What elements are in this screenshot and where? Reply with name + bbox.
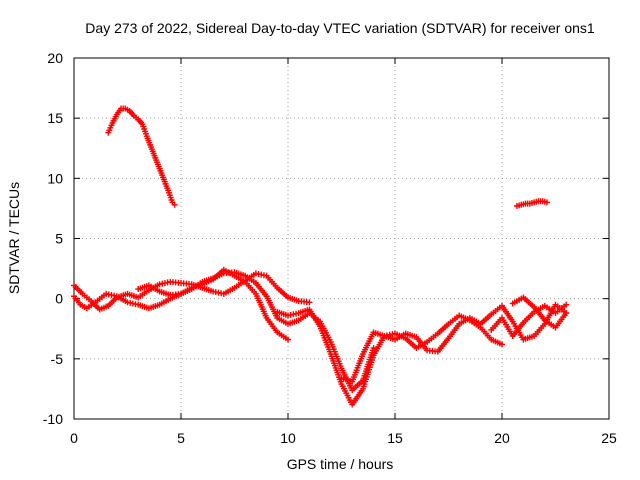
- data-point: [563, 301, 570, 308]
- y-tick-label: 15: [47, 110, 63, 126]
- y-tick-label: 20: [47, 50, 63, 66]
- x-tick-label: 20: [494, 430, 510, 446]
- y-tick-label: 10: [47, 170, 63, 186]
- series-arc-8: [488, 301, 570, 339]
- series-arc-9: [509, 294, 570, 331]
- series-arc-4: [71, 270, 313, 313]
- data-point: [285, 336, 291, 343]
- x-tick-label: 0: [70, 430, 78, 446]
- y-tick-label: 5: [55, 231, 63, 247]
- axes: 0 5 10 15 20 25 -10 -5 0 5 10 15 20: [43, 50, 617, 446]
- series-arc-6: [274, 306, 505, 408]
- series-arc-1: [105, 105, 178, 208]
- x-tick-label: 10: [280, 430, 296, 446]
- grid: [74, 58, 609, 419]
- y-axis-label: SDTVAR / TECUs: [6, 182, 22, 294]
- y-tick-label: -10: [43, 411, 63, 427]
- data-point: [306, 299, 313, 306]
- x-tick-label: 5: [177, 430, 185, 446]
- x-axis-label: GPS time / hours: [287, 456, 394, 472]
- y-tick-label: -5: [51, 351, 64, 367]
- series-arc-2: [513, 198, 550, 210]
- data-point: [499, 341, 505, 348]
- series-arc-7: [338, 301, 570, 385]
- data-point: [563, 310, 570, 317]
- x-tick-label: 25: [601, 430, 617, 446]
- x-tick-label: 15: [387, 430, 403, 446]
- chart-title: Day 273 of 2022, Sidereal Day-to-day VTE…: [85, 20, 595, 36]
- data-points: [71, 105, 570, 408]
- y-tick-label: 0: [55, 291, 63, 307]
- data-point: [171, 201, 178, 208]
- data-point: [543, 199, 550, 206]
